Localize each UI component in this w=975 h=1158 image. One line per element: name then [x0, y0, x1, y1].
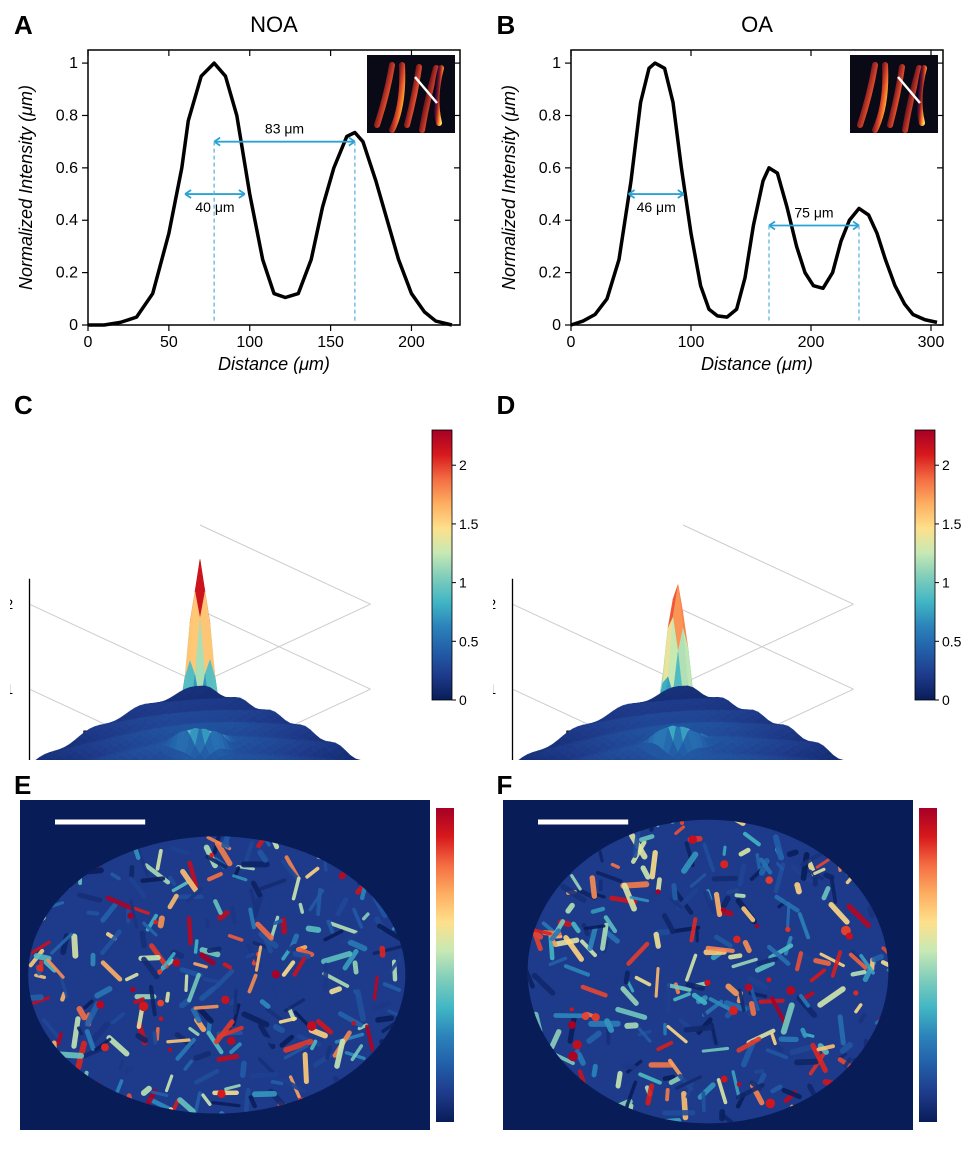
- svg-text:40 μm: 40 μm: [195, 199, 234, 215]
- svg-text:0: 0: [552, 317, 561, 334]
- svg-text:1.5: 1.5: [942, 516, 962, 532]
- svg-text:Normalized Intensity (μm): Normalized Intensity (μm): [16, 85, 36, 290]
- svg-text:0.5: 0.5: [459, 633, 479, 649]
- svg-text:NOA: NOA: [250, 12, 298, 37]
- svg-text:0.8: 0.8: [538, 107, 560, 124]
- panel-a-chart: 0 50 100 150 200 0 0.2 0.4 0.6 0.8 1 NOA Distance (μ…: [10, 10, 480, 380]
- svg-text:2: 2: [459, 457, 467, 473]
- panel-a-label: A: [14, 10, 33, 41]
- svg-text:0.4: 0.4: [56, 212, 78, 229]
- panel-c: C 050010000500100001200.511.52: [10, 390, 483, 760]
- panel-b: B 0 100 200 300 0 0.2 0.4 0.6 0.8 1 OA Distance (μm…: [493, 10, 966, 380]
- svg-text:2: 2: [10, 596, 13, 612]
- svg-text:1: 1: [552, 55, 561, 72]
- svg-text:1.5: 1.5: [459, 516, 479, 532]
- svg-text:0: 0: [69, 317, 78, 334]
- panel-b-label: B: [497, 10, 516, 41]
- svg-text:46 μm: 46 μm: [636, 199, 675, 215]
- svg-text:0.8: 0.8: [56, 107, 78, 124]
- svg-text:0: 0: [566, 334, 575, 351]
- panel-f-heatmap: [493, 770, 963, 1145]
- panel-e-label: E: [14, 770, 31, 801]
- svg-text:0.5: 0.5: [942, 633, 962, 649]
- svg-text:200: 200: [797, 334, 824, 351]
- svg-text:83 μm: 83 μm: [265, 121, 304, 137]
- svg-text:0.2: 0.2: [538, 265, 560, 282]
- panel-d: D 050010000500100001200.511.52: [493, 390, 966, 760]
- svg-text:1: 1: [493, 681, 496, 697]
- svg-text:0.2: 0.2: [56, 265, 78, 282]
- svg-text:0.6: 0.6: [538, 160, 560, 177]
- svg-text:Distance (μm): Distance (μm): [701, 354, 813, 374]
- panel-a: A 0 50 100 150 200 0 0.2 0.4 0.6 0.8 1 NOA Distance …: [10, 10, 483, 380]
- svg-text:300: 300: [917, 334, 944, 351]
- svg-text:1: 1: [459, 575, 467, 591]
- panel-e-heatmap: [10, 770, 480, 1145]
- svg-text:1: 1: [942, 575, 950, 591]
- svg-text:Normalized Intensity (μm): Normalized Intensity (μm): [499, 85, 519, 290]
- panel-c-label: C: [14, 390, 33, 421]
- svg-text:100: 100: [236, 334, 263, 351]
- svg-text:0: 0: [459, 692, 467, 708]
- svg-text:200: 200: [398, 334, 425, 351]
- svg-text:2: 2: [942, 457, 950, 473]
- svg-text:100: 100: [677, 334, 704, 351]
- svg-text:OA: OA: [741, 12, 773, 37]
- svg-text:0.6: 0.6: [56, 160, 78, 177]
- svg-text:0: 0: [84, 334, 93, 351]
- svg-text:0.4: 0.4: [538, 212, 560, 229]
- svg-text:50: 50: [160, 334, 178, 351]
- svg-text:75 μm: 75 μm: [794, 204, 833, 220]
- svg-text:Distance (μm): Distance (μm): [218, 354, 330, 374]
- svg-text:150: 150: [317, 334, 344, 351]
- svg-text:1: 1: [69, 55, 78, 72]
- svg-text:2: 2: [493, 596, 496, 612]
- svg-text:0: 0: [942, 692, 950, 708]
- svg-text:1: 1: [10, 681, 13, 697]
- panel-b-chart: 0 100 200 300 0 0.2 0.4 0.6 0.8 1 OA Distance (μm) N…: [493, 10, 963, 380]
- panel-f-label: F: [497, 770, 513, 801]
- panel-c-surface: 050010000500100001200.511.52: [10, 390, 480, 760]
- panel-e: E: [10, 770, 483, 1150]
- panel-d-label: D: [497, 390, 516, 421]
- panel-d-surface: 050010000500100001200.511.52: [493, 390, 963, 760]
- panel-f: F: [493, 770, 966, 1150]
